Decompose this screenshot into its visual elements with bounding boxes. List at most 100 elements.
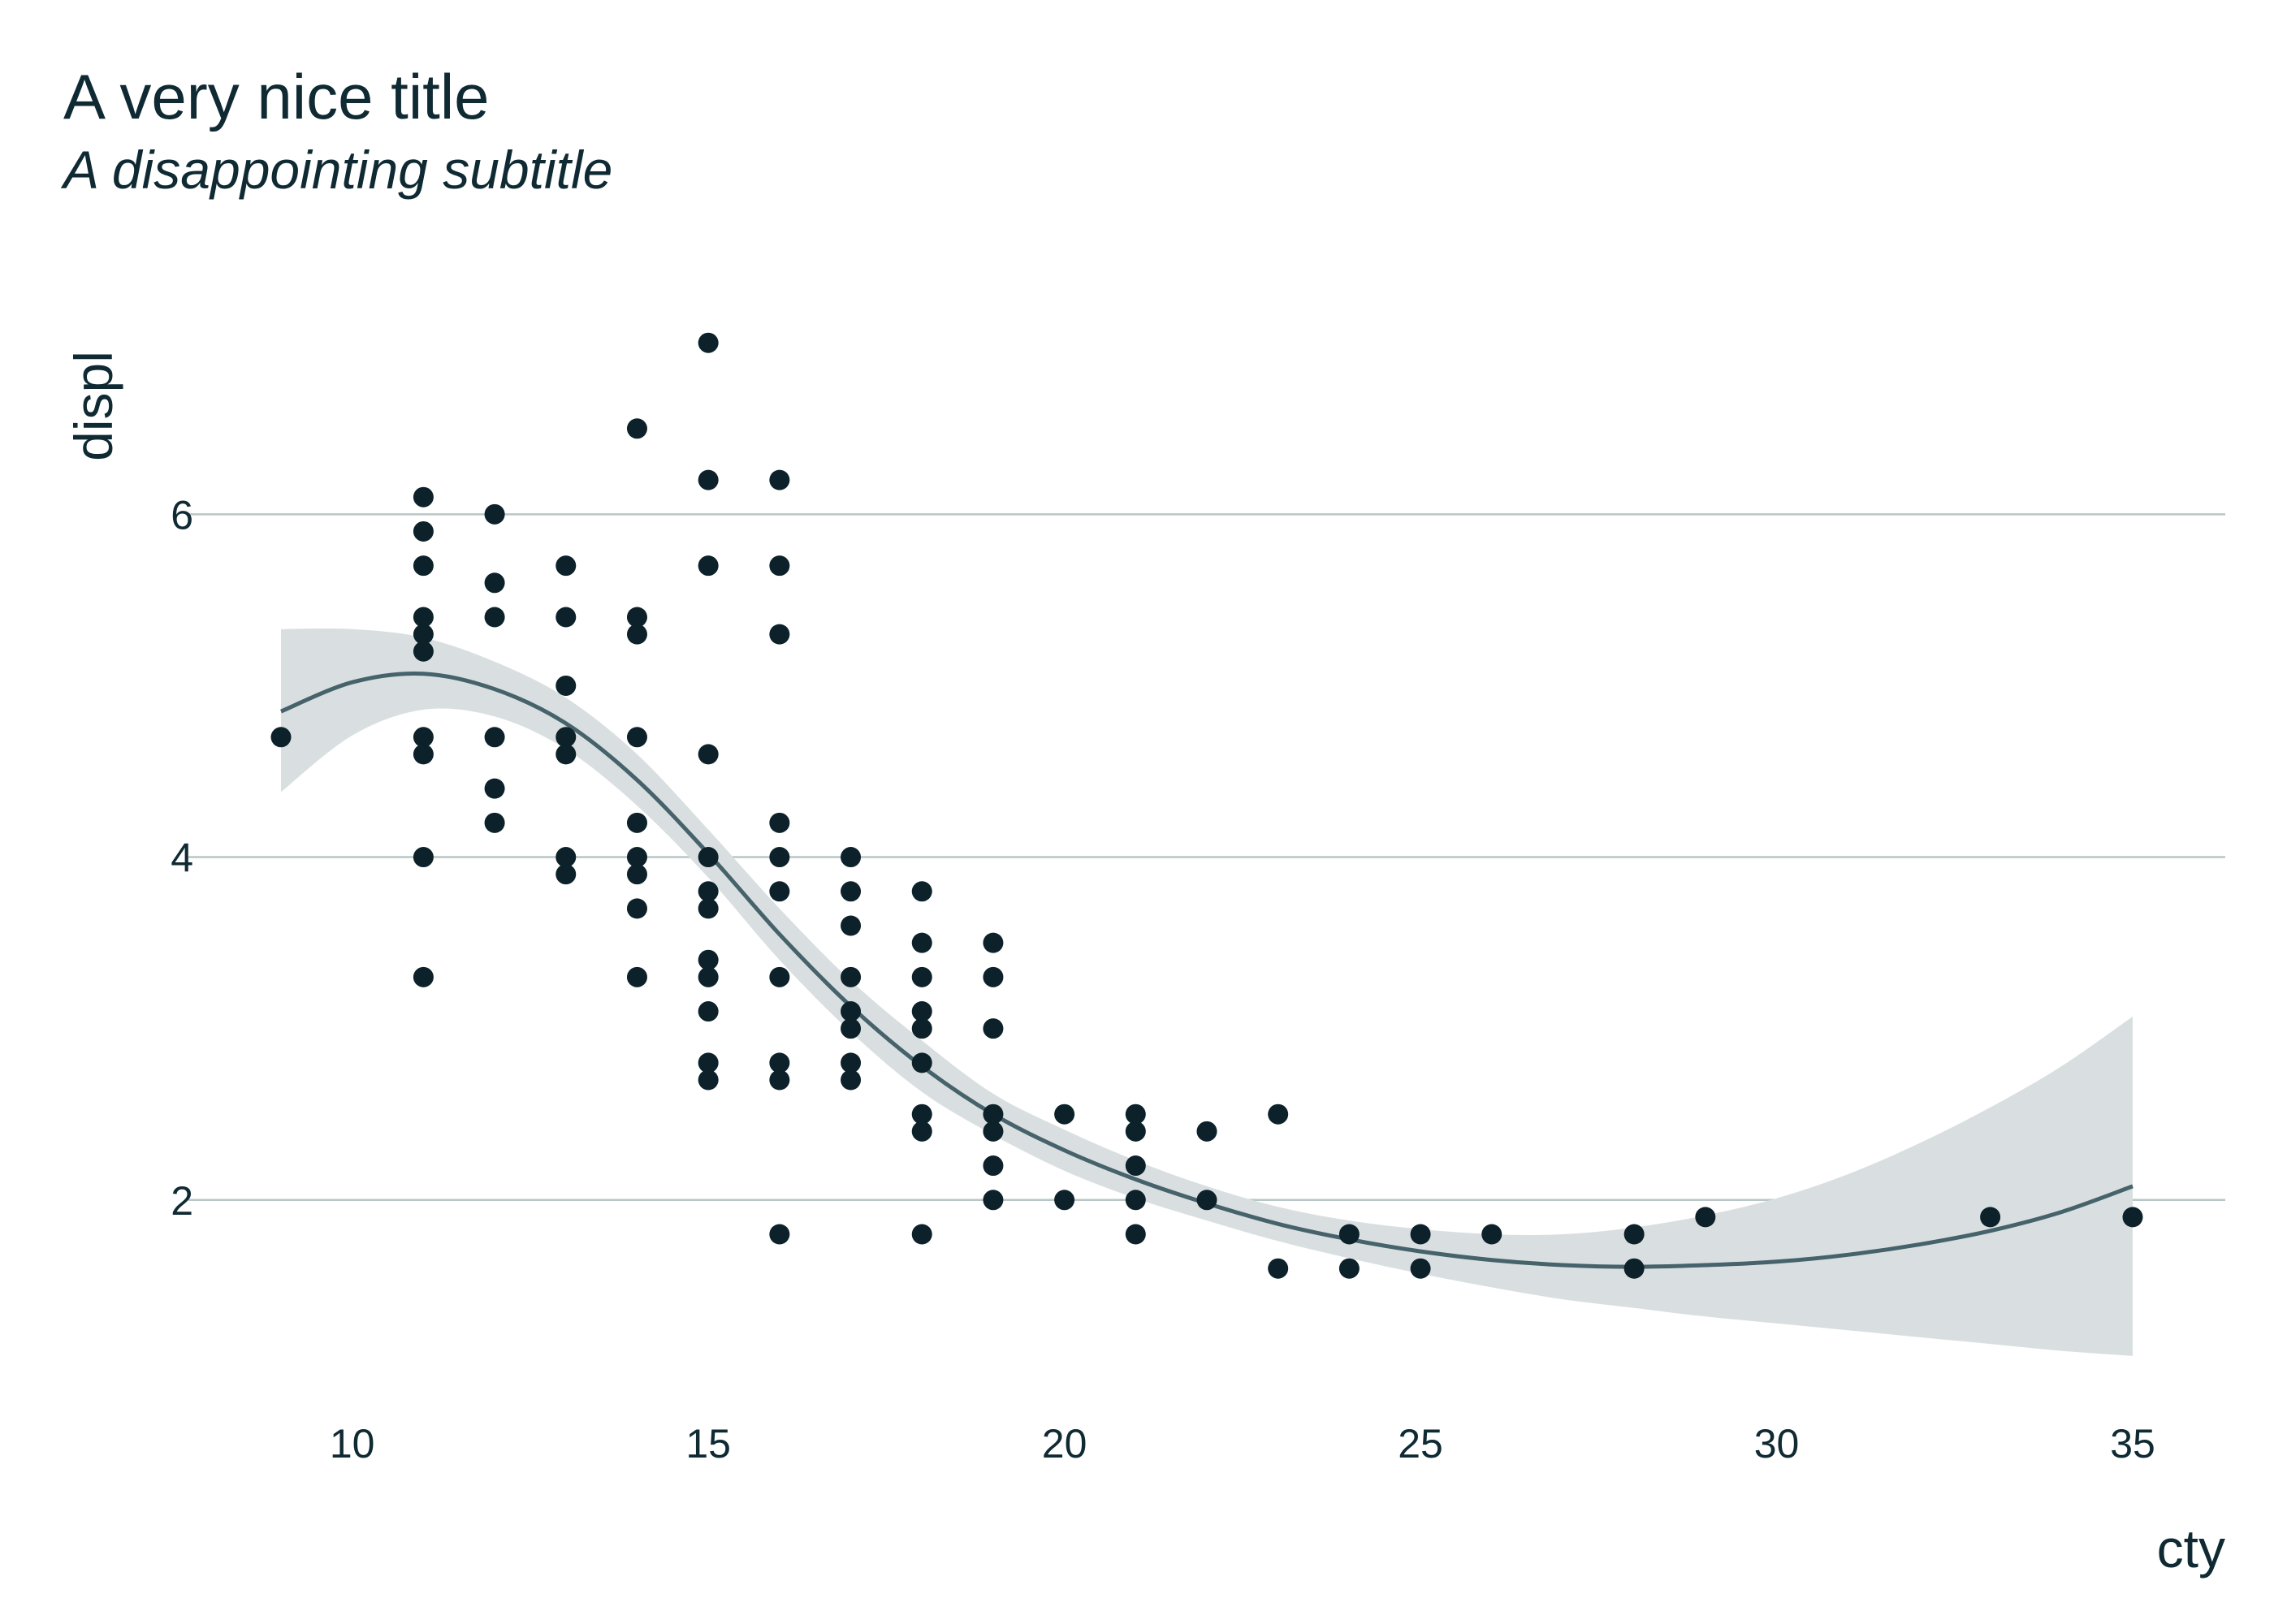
data-point	[769, 1052, 790, 1073]
x-tick-label: 25	[1398, 1421, 1443, 1466]
data-point	[626, 812, 647, 833]
data-point	[698, 744, 719, 765]
data-point	[911, 881, 932, 902]
smooth-line-layer	[280, 671, 2133, 1269]
data-point	[484, 727, 505, 748]
data-point	[1338, 1258, 1360, 1279]
data-point	[413, 641, 434, 662]
confidence-band	[281, 628, 2133, 1356]
x-tick-label: 30	[1754, 1421, 1800, 1466]
y-tick-label: 2	[171, 1178, 193, 1224]
data-point	[1623, 1224, 1645, 1245]
data-point	[698, 898, 719, 919]
data-point	[911, 1052, 932, 1073]
data-point	[983, 1104, 1004, 1125]
data-point	[270, 727, 292, 748]
data-point	[626, 607, 647, 628]
y-axis-title: displ	[63, 351, 123, 461]
data-point	[911, 1121, 932, 1142]
data-point	[769, 966, 790, 987]
data-point	[626, 624, 647, 645]
data-point	[413, 727, 434, 748]
chart-title: A very nice title	[63, 61, 490, 132]
data-point	[1481, 1224, 1502, 1245]
data-point	[841, 847, 862, 868]
data-point	[1125, 1190, 1146, 1211]
data-point	[841, 1001, 862, 1022]
x-axis-title: cty	[2157, 1518, 2225, 1579]
data-point	[698, 847, 719, 868]
data-point	[911, 1224, 932, 1245]
data-point	[1268, 1258, 1289, 1279]
data-point	[556, 675, 577, 696]
x-tick-label: 35	[2110, 1421, 2155, 1466]
data-point	[1054, 1190, 1075, 1211]
data-point	[1980, 1207, 2001, 1228]
data-point	[911, 1001, 932, 1022]
data-point	[626, 847, 647, 868]
data-point	[841, 881, 862, 902]
data-point	[1054, 1104, 1075, 1125]
data-point	[769, 1069, 790, 1091]
data-point	[769, 881, 790, 902]
data-point	[413, 744, 434, 765]
x-tick-label: 15	[685, 1421, 731, 1466]
data-point	[413, 555, 434, 577]
data-point	[983, 1190, 1004, 1211]
data-point	[983, 1155, 1004, 1177]
data-point	[1196, 1121, 1217, 1142]
data-point	[626, 727, 647, 748]
data-point	[484, 607, 505, 628]
data-point	[769, 812, 790, 833]
data-point	[484, 778, 505, 799]
data-point	[484, 503, 505, 525]
data-point	[769, 555, 790, 577]
data-point	[911, 966, 932, 987]
data-point	[698, 1069, 719, 1091]
data-point	[698, 469, 719, 490]
data-point	[841, 1069, 862, 1091]
data-point	[1695, 1207, 1716, 1228]
data-point	[983, 1121, 1004, 1142]
data-point	[626, 898, 647, 919]
y-axis-ticks: 2 4 6	[171, 492, 193, 1223]
data-point	[698, 1052, 719, 1073]
data-point	[556, 555, 577, 577]
data-point	[413, 520, 434, 542]
data-point	[556, 847, 577, 868]
data-point	[1410, 1258, 1431, 1279]
data-point	[698, 881, 719, 902]
data-point	[698, 555, 719, 577]
data-point	[556, 744, 577, 765]
data-point	[1125, 1224, 1146, 1245]
data-point	[698, 966, 719, 987]
data-point	[769, 1224, 790, 1245]
data-point	[556, 607, 577, 628]
data-point	[2122, 1207, 2143, 1228]
x-tick-label: 20	[1042, 1421, 1087, 1466]
data-point	[911, 1104, 932, 1125]
chart-subtitle: A disappointing subtitle	[60, 140, 612, 200]
data-point	[698, 332, 719, 353]
data-point	[841, 966, 862, 987]
data-point	[983, 966, 1004, 987]
data-point	[626, 864, 647, 885]
data-point	[1268, 1104, 1289, 1125]
data-point	[413, 486, 434, 508]
data-point	[1623, 1258, 1645, 1279]
data-point	[1196, 1190, 1217, 1211]
y-tick-label: 6	[171, 492, 193, 538]
data-point	[413, 847, 434, 868]
data-point	[911, 1018, 932, 1039]
data-point	[413, 607, 434, 628]
data-point	[484, 572, 505, 594]
data-point	[413, 966, 434, 987]
data-point	[769, 624, 790, 645]
data-point	[1125, 1155, 1146, 1177]
data-point	[413, 624, 434, 645]
y-tick-label: 4	[171, 836, 193, 881]
data-point	[1125, 1121, 1146, 1142]
data-point	[698, 1001, 719, 1022]
data-point	[484, 812, 505, 833]
